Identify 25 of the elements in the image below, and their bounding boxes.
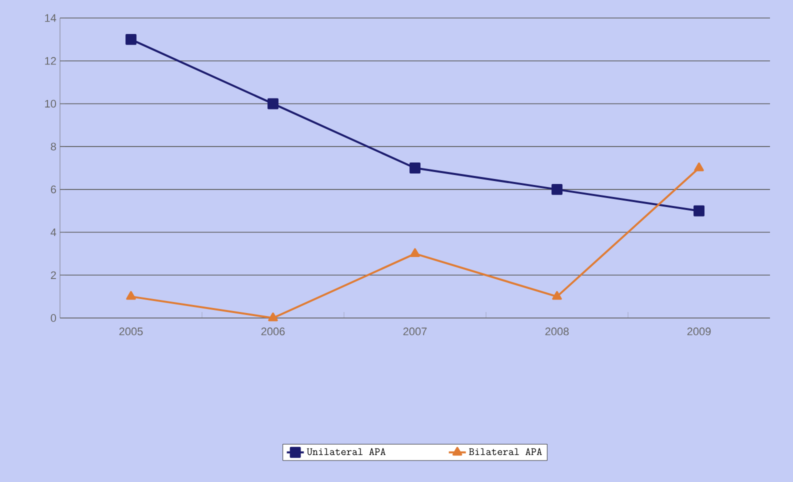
y-tick-label: 4: [50, 228, 56, 236]
point: [694, 162, 704, 172]
x-tick-label: 2008: [545, 328, 569, 336]
x-tick-label: 2006: [261, 328, 285, 336]
x-tick-label: 2005: [119, 328, 143, 336]
point: [552, 291, 562, 300]
x-tick-label: 2007: [403, 328, 427, 336]
y-tick-label: 6: [50, 186, 56, 194]
point: [552, 184, 562, 195]
legend-label: Bilateral APA: [469, 448, 542, 456]
point: [410, 248, 420, 257]
x-tick-label: 2009: [687, 328, 711, 336]
y-tick-label: 10: [45, 100, 56, 108]
y-tick-label: 2: [50, 271, 56, 279]
y-tick-label: 12: [45, 57, 56, 65]
point: [410, 162, 420, 174]
y-tick-label: 0: [50, 314, 56, 322]
y-tick-label: 8: [50, 142, 56, 150]
point: [694, 205, 704, 216]
legend-label: Unilateral APA: [306, 448, 386, 456]
y-tick-label: 14: [45, 14, 56, 22]
point: [126, 291, 136, 300]
point: [268, 98, 278, 110]
point: [126, 34, 136, 45]
point: [268, 312, 278, 322]
